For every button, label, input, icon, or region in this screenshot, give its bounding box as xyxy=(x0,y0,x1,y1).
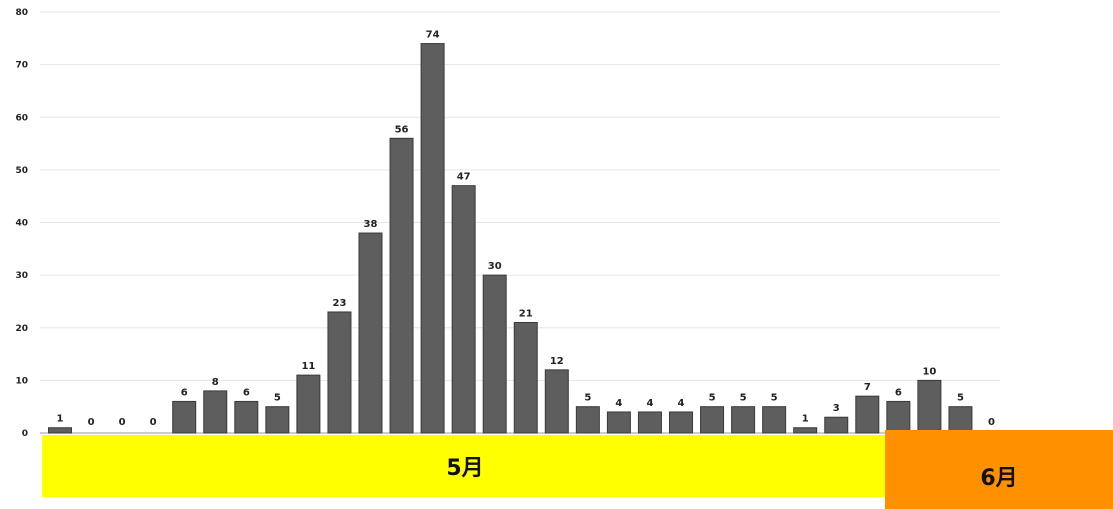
bar-value-label: 5 xyxy=(584,393,591,404)
bar-value-label: 0 xyxy=(150,417,157,428)
bar xyxy=(234,400,259,434)
y-tick-label: 50 xyxy=(15,166,28,176)
bar-value-label: 47 xyxy=(457,172,471,183)
bar-value-label: 8 xyxy=(212,377,219,388)
bar-value-label: 21 xyxy=(519,308,533,319)
y-axis-ticks: 0 10 20 30 40 50 60 70 80 xyxy=(15,8,28,439)
bar-value-label: 5 xyxy=(709,393,716,404)
y-tick-label: 0 xyxy=(22,429,28,439)
bar xyxy=(855,395,880,434)
bar-value-label: 1 xyxy=(57,414,64,425)
bar xyxy=(762,406,787,434)
bar xyxy=(420,43,445,434)
y-tick-label: 20 xyxy=(15,324,28,334)
bar xyxy=(700,406,725,434)
month-band-june: 6月 xyxy=(885,430,1113,509)
bar xyxy=(637,411,662,434)
bar-value-label: 0 xyxy=(119,417,126,428)
grid-lines xyxy=(40,11,1000,381)
bar xyxy=(296,374,321,434)
bar-value-label: 11 xyxy=(301,361,315,372)
y-tick-label: 80 xyxy=(15,8,28,18)
bar xyxy=(358,232,383,434)
y-tick-label: 10 xyxy=(15,376,28,386)
bar-value-label: 3 xyxy=(833,403,840,414)
bar-value-label: 56 xyxy=(395,124,409,135)
bar-value-label: 74 xyxy=(426,30,440,41)
bar-value-label: 6 xyxy=(895,387,902,398)
bar xyxy=(917,379,942,434)
bar-value-label: 5 xyxy=(274,393,281,404)
bar-value-label: 4 xyxy=(615,398,622,409)
bar xyxy=(482,274,507,434)
y-tick-label: 30 xyxy=(15,271,28,281)
bar-value-label: 4 xyxy=(678,398,685,409)
month-band-may: 5月 xyxy=(42,435,888,497)
bar xyxy=(606,411,631,434)
bar-value-label: 5 xyxy=(771,393,778,404)
y-tick-label: 60 xyxy=(15,113,28,123)
month-label-may: 5月 xyxy=(446,456,484,481)
bar-value-label: 38 xyxy=(364,219,378,230)
bar-value-label: 6 xyxy=(243,387,250,398)
bar-value-label: 1 xyxy=(802,414,809,425)
bar-value-label: 4 xyxy=(646,398,653,409)
bar xyxy=(886,400,911,434)
bar xyxy=(48,427,72,434)
bar-value-label: 10 xyxy=(922,366,936,377)
bar xyxy=(172,400,197,434)
bar xyxy=(824,416,849,434)
bar xyxy=(731,406,756,434)
bar xyxy=(513,321,538,434)
bar xyxy=(575,406,600,434)
bar xyxy=(265,406,290,434)
bar xyxy=(544,369,569,434)
y-tick-label: 40 xyxy=(15,219,28,229)
bar xyxy=(793,427,818,434)
bar xyxy=(327,311,352,434)
bar-value-label: 7 xyxy=(864,382,871,393)
bar-value-label: 0 xyxy=(88,417,95,428)
bar-value-label: 0 xyxy=(988,417,995,428)
bar-value-label: 6 xyxy=(181,387,188,398)
bars xyxy=(48,43,973,434)
bar-value-label: 12 xyxy=(550,356,564,367)
bar xyxy=(451,185,476,434)
bar-value-label: 23 xyxy=(332,298,346,309)
bar-value-label: 5 xyxy=(957,393,964,404)
bar xyxy=(669,411,693,434)
bar-value-label: 5 xyxy=(740,393,747,404)
bar-value-label: 30 xyxy=(488,261,502,272)
month-label-june: 6月 xyxy=(980,465,1018,491)
y-tick-label: 70 xyxy=(15,61,28,71)
bar xyxy=(389,137,414,434)
bar xyxy=(203,390,228,434)
